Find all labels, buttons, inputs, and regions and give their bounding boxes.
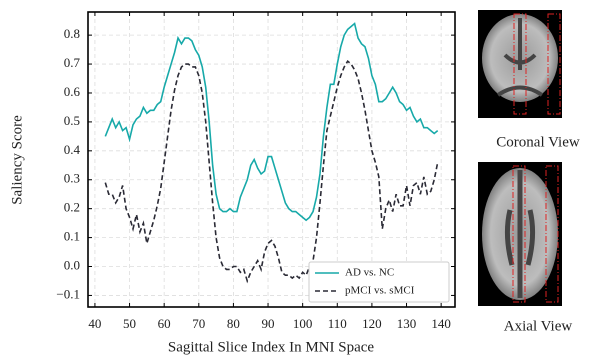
panel-label: Coronal View — [496, 134, 580, 150]
page: Saliency Score Sagittal Slice Index In M… — [0, 0, 600, 358]
x-tick-label: 120 — [362, 316, 382, 331]
axial-image — [478, 162, 562, 306]
y-tick-label: 0.4 — [64, 142, 81, 157]
y-tick-label: 0.7 — [64, 55, 81, 70]
x-tick-label: 110 — [328, 316, 347, 331]
x-tick-label: 70 — [192, 316, 205, 331]
y-tick-label: 0.0 — [64, 257, 80, 272]
y-tick-label: 0.5 — [64, 113, 80, 128]
panel-label: Axial View — [504, 318, 573, 334]
x-tick-label: 80 — [227, 316, 240, 331]
figure: Saliency Score Sagittal Slice Index In M… — [0, 0, 600, 358]
x-tick-label: 100 — [293, 316, 313, 331]
x-tick-label: 130 — [397, 316, 417, 331]
x-tick-label: 140 — [431, 316, 451, 331]
legend-label: pMCI vs. sMCI — [345, 285, 415, 297]
y-tick-label: −0.1 — [56, 286, 80, 301]
x-tick-label: 60 — [158, 316, 171, 331]
x-axis-label: Sagittal Slice Index In MNI Space — [168, 339, 375, 355]
y-axis-label: Saliency Score — [9, 115, 25, 205]
x-tick-label: 40 — [88, 316, 101, 331]
x-tick-label: 90 — [262, 316, 275, 331]
coronal-image — [478, 10, 562, 118]
y-tick-label: 0.6 — [64, 84, 81, 99]
y-tick-label: 0.1 — [64, 229, 80, 244]
y-tick-label: 0.2 — [64, 200, 80, 215]
legend-label: AD vs. NC — [345, 267, 394, 279]
x-tick-label: 50 — [123, 316, 136, 331]
y-tick-label: 0.8 — [64, 26, 80, 41]
y-tick-label: 0.3 — [64, 171, 80, 186]
